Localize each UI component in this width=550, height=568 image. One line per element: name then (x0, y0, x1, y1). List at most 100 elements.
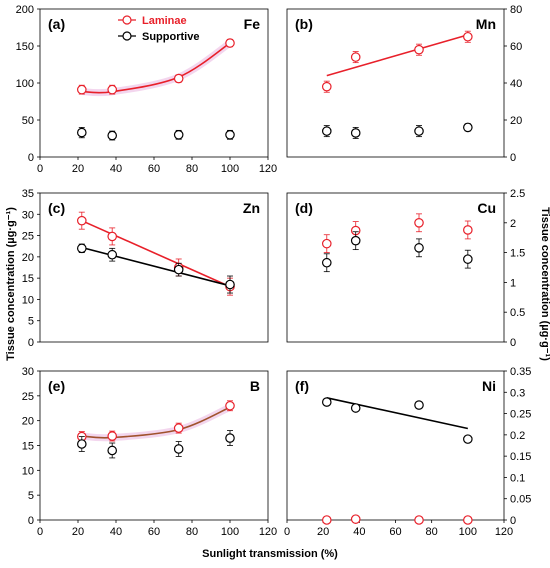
data-point-laminae (173, 423, 184, 433)
panel-f: 0 0.05 0.1 0.15 0.2 0.25 0.3 0.35 0 20 40 60 80 100 12… (284, 366, 531, 538)
data-point-laminae (350, 52, 361, 62)
panel-label: (a) (48, 16, 65, 32)
y-tick-label: 5 (28, 316, 34, 328)
data-point-laminae (463, 225, 473, 235)
data-point-laminae (107, 431, 117, 441)
y-tick-label: 150 (16, 41, 34, 53)
y-tick-label: 0.05 (510, 494, 531, 506)
data-point-laminae (225, 400, 235, 411)
data-point-supportive (321, 397, 332, 407)
data-point-supportive (321, 126, 332, 136)
data-point-supportive (107, 249, 117, 260)
x-tick-label: 120 (495, 526, 513, 538)
data-point-supportive (225, 130, 235, 140)
element-label: B (250, 378, 260, 394)
data-point-laminae (463, 515, 473, 525)
y-tick-label: 0 (510, 152, 516, 164)
x-tick-label: 0 (37, 526, 43, 538)
element-label: Ni (482, 378, 496, 394)
x-tick-label: 60 (389, 526, 401, 538)
y-tick-label: 100 (16, 78, 34, 90)
x-tick-label: 20 (72, 163, 84, 175)
element-label: Zn (243, 200, 260, 216)
y-tick-label: 1 (510, 277, 516, 289)
element-label: Mn (476, 16, 496, 32)
y-tick-label: 0.25 (510, 409, 531, 421)
data-point-supportive (107, 445, 117, 456)
data-point-supportive (77, 439, 87, 449)
x-tick-label: 0 (284, 526, 290, 538)
x-tick-label: 120 (259, 526, 277, 538)
data-point-laminae (321, 515, 332, 525)
x-tick-label: 40 (353, 526, 365, 538)
data-point-supportive (414, 243, 424, 253)
y-tick-label: 0.35 (510, 366, 531, 378)
data-point-supportive (463, 434, 473, 444)
y-tick-label: 15 (22, 441, 34, 453)
y-tick-label: 0.15 (510, 451, 531, 463)
x-tick-label: 60 (148, 163, 160, 175)
x-tick-label: 0 (37, 163, 43, 175)
y-tick-label: 2 (510, 218, 516, 230)
data-point-laminae (321, 238, 332, 249)
data-point-supportive (77, 127, 87, 138)
data-point-supportive (173, 264, 184, 275)
x-tick-label: 40 (110, 163, 122, 175)
trend-line-laminae (81, 42, 231, 94)
y-tick-label: 10 (22, 465, 34, 477)
data-point-laminae (321, 81, 332, 92)
y-tick-label: 1.5 (510, 248, 525, 260)
panel-label: (b) (295, 16, 313, 32)
y-tick-label: 2.5 (510, 188, 525, 200)
data-point-supportive (225, 433, 235, 443)
data-point-laminae (463, 31, 473, 42)
y-tick-label: 40 (510, 78, 522, 90)
panel-c: 0 5 10 15 20 25 30 35 (c) Zn (22, 188, 269, 349)
x-tick-label: 40 (110, 526, 122, 538)
x-tick-label: 100 (459, 526, 477, 538)
y-tick-label: 25 (22, 231, 34, 243)
y-tick-label: 15 (22, 273, 34, 285)
x-tick-label: 80 (186, 163, 198, 175)
x-tick-label: 100 (221, 526, 239, 538)
y-tick-label: 0.5 (510, 307, 525, 319)
data-point-supportive (350, 235, 361, 246)
y-axis-label-right: Tissue concentration (µg·g⁻¹) (539, 207, 550, 361)
plot-frame (286, 192, 505, 343)
trend-line-laminae (81, 219, 231, 288)
y-tick-label: 0.1 (510, 472, 525, 484)
data-point-laminae (414, 218, 424, 228)
element-label: Fe (244, 16, 261, 32)
panel-label: (d) (295, 200, 313, 216)
y-tick-label: 80 (510, 4, 522, 16)
y-tick-label: 0 (28, 515, 34, 527)
legend-marker-supportive (122, 31, 132, 41)
data-point-supportive (173, 444, 184, 454)
y-tick-label: 5 (28, 490, 34, 502)
y-tick-label: 35 (22, 188, 34, 200)
data-point-laminae (77, 215, 87, 226)
plot-frame (39, 192, 269, 343)
panel-d: 0 0.5 1 1.5 2 2.5 (d) Cu (286, 188, 525, 349)
data-point-laminae (414, 515, 424, 525)
y-tick-label: 0.2 (510, 430, 525, 442)
panel-label: (e) (48, 378, 65, 394)
data-point-supportive (77, 243, 87, 254)
data-point-laminae (77, 84, 87, 95)
trend-line-supportive (326, 397, 469, 430)
trend-line-laminae (81, 406, 231, 439)
y-tick-label: 0.3 (510, 387, 525, 399)
plot-frame (39, 370, 269, 521)
y-tick-label: 0 (510, 515, 516, 527)
plot-frame (286, 8, 505, 158)
data-point-supportive (350, 403, 361, 413)
y-tick-label: 20 (22, 416, 34, 428)
x-tick-label: 120 (259, 163, 277, 175)
legend-label-supportive: Supportive (142, 31, 199, 43)
x-tick-label: 20 (72, 526, 84, 538)
x-tick-label: 80 (426, 526, 438, 538)
legend-label-laminae: Laminae (142, 15, 187, 27)
trend-line-supportive (81, 246, 231, 287)
y-tick-label: 0 (28, 152, 34, 164)
